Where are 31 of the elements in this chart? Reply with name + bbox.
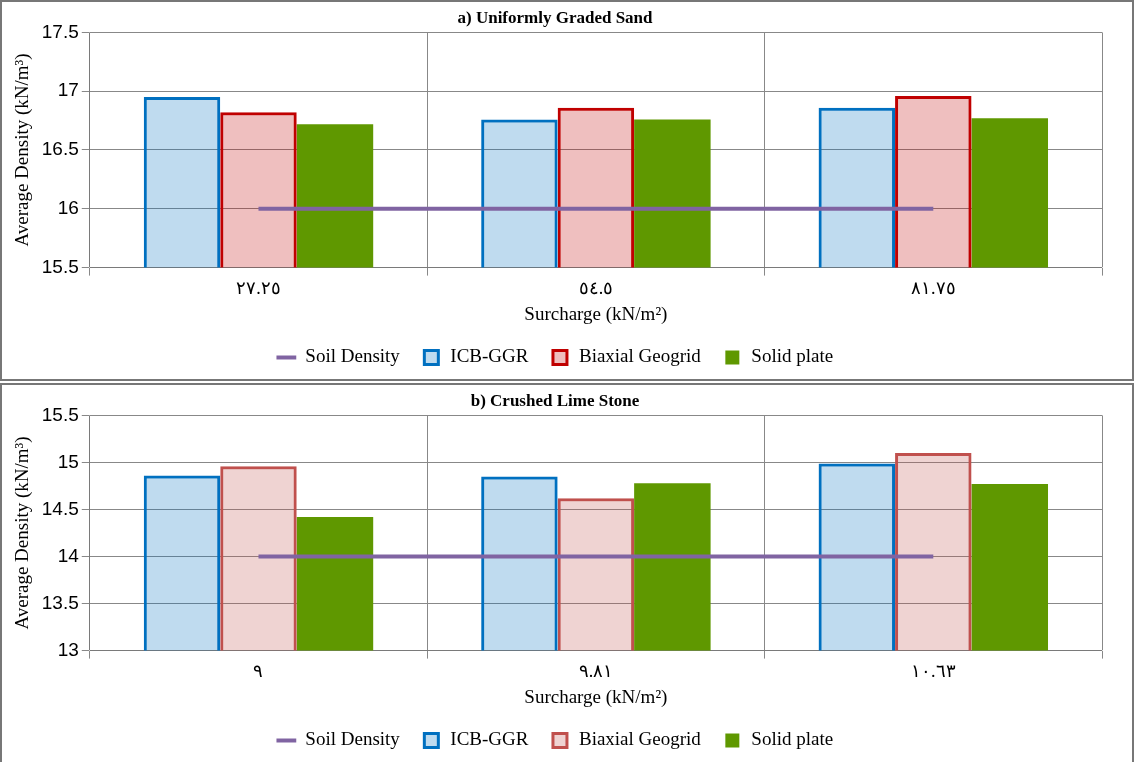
x-axis-title: Surcharge (kN/m²) — [524, 302, 668, 325]
y-tick-label: 16.5 — [41, 138, 79, 160]
y-tick-label: 17.5 — [41, 20, 79, 42]
legend-label: Solid plate — [751, 728, 834, 750]
chart-title: a) Uniformly Graded Sand — [457, 7, 654, 27]
y-tick-label: 13.5 — [41, 591, 79, 613]
x-tick-label: ٢٧.٢٥ — [236, 278, 281, 299]
y-tick-label: 15.5 — [41, 403, 79, 425]
legend-label: Biaxial Geogrid — [578, 728, 702, 750]
x-axis-title: Surcharge (kN/m²) — [524, 685, 668, 708]
chart-title: b) Crushed Lime Stone — [470, 390, 640, 410]
legend-label: Soil Density — [305, 345, 401, 367]
legend-label: Biaxial Geogrid — [578, 345, 702, 367]
y-tick-label: 17 — [57, 79, 79, 101]
legend-label: ICB-GGR — [450, 728, 529, 750]
legend-label: Solid plate — [751, 345, 834, 367]
y-tick-label: 15.5 — [41, 255, 79, 277]
legend-label: Soil Density — [305, 728, 401, 750]
y-tick-label: 14.5 — [41, 497, 79, 519]
y-tick-label: 14 — [57, 544, 80, 566]
x-tick-label: ٩ — [253, 661, 264, 682]
y-axis-title: Average Density (kN/m³) — [11, 436, 34, 630]
y-tick-label: 16 — [57, 197, 79, 219]
x-tick-label: ٥٤.٥ — [578, 278, 614, 299]
x-tick-label: ٩.٨١ — [578, 661, 614, 682]
x-tick-label: ٨١.٧٥ — [911, 278, 956, 299]
legend-label: ICB-GGR — [450, 345, 529, 367]
y-tick-label: 13 — [57, 638, 79, 660]
y-tick-label: 15 — [57, 450, 79, 472]
y-axis-title: Average Density (kN/m³) — [11, 53, 34, 247]
x-tick-label: ١٠.٦٣ — [911, 661, 956, 682]
